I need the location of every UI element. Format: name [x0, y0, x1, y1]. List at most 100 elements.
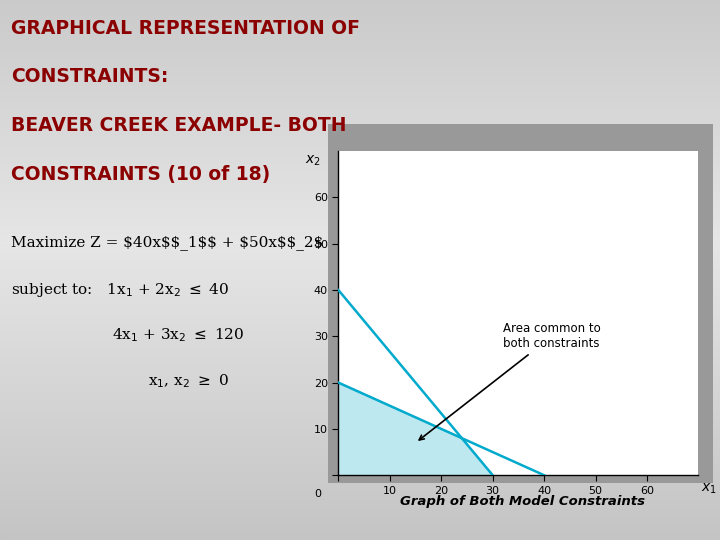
Bar	[0, 73, 720, 76]
Bar	[0, 70, 720, 73]
Bar	[0, 181, 720, 184]
Bar	[0, 494, 720, 497]
Bar	[0, 475, 720, 478]
Bar	[0, 467, 720, 470]
Bar	[0, 51, 720, 54]
Text: Graph of Both Model Constraints: Graph of Both Model Constraints	[400, 495, 644, 508]
Bar	[0, 259, 720, 262]
Bar	[0, 343, 720, 346]
Bar	[0, 243, 720, 246]
Bar	[0, 119, 720, 122]
Bar	[0, 246, 720, 248]
Bar	[0, 289, 720, 292]
Bar	[0, 49, 720, 51]
Text: GRAPHICAL REPRESENTATION OF: GRAPHICAL REPRESENTATION OF	[11, 19, 360, 38]
Bar	[0, 154, 720, 157]
Bar	[0, 165, 720, 167]
Bar	[0, 327, 720, 329]
Bar	[0, 97, 720, 100]
Text: 4x$_1$ + 3x$_2$ $\leq$ 120: 4x$_1$ + 3x$_2$ $\leq$ 120	[112, 327, 244, 345]
Bar	[0, 89, 720, 92]
Bar	[0, 54, 720, 57]
Text: CONSTRAINTS:: CONSTRAINTS:	[11, 68, 168, 86]
Bar	[0, 405, 720, 408]
Bar	[0, 305, 720, 308]
Bar	[0, 483, 720, 486]
Bar	[0, 356, 720, 359]
Bar	[0, 162, 720, 165]
Bar	[0, 135, 720, 138]
Bar	[0, 35, 720, 38]
Bar	[0, 451, 720, 454]
Bar	[0, 59, 720, 62]
Bar	[0, 364, 720, 367]
Bar	[0, 429, 720, 432]
Bar	[0, 319, 720, 321]
Bar	[0, 454, 720, 456]
Bar	[0, 140, 720, 143]
Bar	[0, 394, 720, 397]
Bar	[0, 65, 720, 68]
Bar	[0, 94, 720, 97]
Text: CONSTRAINTS (10 of 18): CONSTRAINTS (10 of 18)	[11, 165, 270, 184]
Bar	[0, 518, 720, 521]
Bar	[0, 373, 720, 375]
Bar	[0, 359, 720, 362]
Bar	[0, 14, 720, 16]
Bar	[0, 8, 720, 11]
Bar	[0, 213, 720, 216]
Bar	[0, 286, 720, 289]
Bar	[0, 526, 720, 529]
Bar	[0, 497, 720, 500]
Bar	[0, 386, 720, 389]
Bar	[0, 132, 720, 135]
Bar	[0, 262, 720, 265]
Bar	[0, 532, 720, 535]
Polygon shape	[338, 383, 492, 475]
Bar	[0, 370, 720, 373]
Bar	[0, 100, 720, 103]
Bar	[0, 510, 720, 513]
Bar	[0, 124, 720, 127]
Text: Area common to
both constraints: Area common to both constraints	[419, 322, 600, 440]
Bar	[0, 478, 720, 481]
Bar	[0, 5, 720, 8]
Bar	[0, 92, 720, 94]
Bar	[0, 192, 720, 194]
Bar	[0, 421, 720, 424]
Bar	[0, 275, 720, 278]
Bar	[0, 486, 720, 489]
Bar	[0, 392, 720, 394]
Bar	[0, 508, 720, 510]
Bar	[0, 116, 720, 119]
Bar	[0, 427, 720, 429]
Text: $x_2$: $x_2$	[305, 153, 320, 167]
Bar	[0, 472, 720, 475]
Bar	[0, 367, 720, 370]
Bar	[0, 267, 720, 270]
Bar	[0, 362, 720, 364]
Bar	[0, 200, 720, 202]
Bar	[0, 537, 720, 540]
Bar	[0, 381, 720, 383]
Bar	[0, 348, 720, 351]
Bar	[0, 340, 720, 343]
Bar	[328, 124, 713, 483]
Bar	[0, 297, 720, 300]
Bar	[0, 30, 720, 32]
Text: BEAVER CREEK EXAMPLE- BOTH: BEAVER CREEK EXAMPLE- BOTH	[11, 116, 346, 135]
Bar	[0, 27, 720, 30]
Text: 0: 0	[315, 489, 321, 499]
Text: x$_1$, x$_2$ $\geq$ 0: x$_1$, x$_2$ $\geq$ 0	[148, 373, 228, 390]
Bar	[0, 516, 720, 518]
Bar	[0, 256, 720, 259]
Bar	[0, 24, 720, 27]
Bar	[0, 176, 720, 178]
Bar	[0, 81, 720, 84]
Bar	[0, 338, 720, 340]
Bar	[0, 310, 720, 313]
Bar	[0, 313, 720, 316]
Bar	[0, 170, 720, 173]
Bar	[0, 443, 720, 445]
Bar	[0, 167, 720, 170]
